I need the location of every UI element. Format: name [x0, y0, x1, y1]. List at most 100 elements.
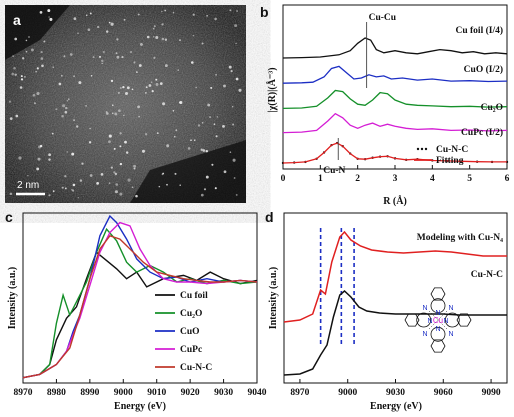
series-line [22, 227, 258, 379]
dashed-markers-d [319, 228, 355, 345]
legend-label: Cu-N-C [436, 145, 468, 155]
atom-dot [238, 88, 242, 92]
atom-dot [164, 38, 168, 41]
atom-dot [40, 57, 44, 60]
atom-dot [114, 190, 118, 194]
molecule-n-label: N [427, 318, 432, 325]
atom-dot [207, 103, 211, 107]
atom-dot [102, 50, 105, 54]
x-tick-label: 9060 [434, 388, 453, 398]
atom-dot [195, 86, 197, 89]
atom-dot [117, 91, 120, 94]
panel-d: d 8970 9000 9030 9060 9090 Modeling with Cu-… [265, 209, 508, 412]
atom-dot [146, 35, 150, 39]
x-tick-label: 3 [393, 174, 398, 184]
atom-dot [153, 56, 156, 59]
ring [430, 339, 446, 353]
series-line [22, 221, 258, 379]
atom-dot [200, 148, 203, 151]
series-b [281, 37, 509, 165]
atom-dot [130, 51, 132, 53]
atom-dot [113, 147, 116, 150]
atom-dot [73, 75, 76, 78]
series-line [282, 37, 508, 59]
atom-dot [96, 182, 99, 185]
atom-dot [25, 39, 28, 42]
atom-dot [12, 55, 14, 57]
atom-dot [113, 171, 116, 174]
legend-marker-cu-n-c [420, 147, 424, 151]
atom-dot [87, 28, 91, 32]
series-line [282, 89, 508, 110]
atom-dot [191, 61, 194, 64]
pyrrole-ring [444, 312, 460, 328]
stem-dark-region [5, 5, 70, 60]
atom-dot [39, 11, 43, 14]
atom-dot [43, 40, 46, 43]
x-tick-label: 8990 [80, 388, 99, 398]
atom-dot [138, 115, 140, 118]
atom-dot [115, 52, 118, 55]
atom-dot [137, 105, 140, 109]
atom-dot [105, 30, 109, 33]
atom-dot [108, 21, 111, 24]
atom-dot [110, 79, 114, 83]
cu-n-bond [428, 310, 448, 330]
series-line [22, 251, 258, 379]
single-atom-dots [8, 9, 242, 199]
atom-dot [223, 170, 227, 174]
panel-c: c 8970 8980 8990 9000 9010 9020 9030 9040 Cu fo… [5, 209, 267, 412]
series-line [282, 65, 508, 84]
x-tick-label: 9030 [386, 388, 405, 398]
atom-dot [161, 10, 163, 13]
atom-dot [125, 151, 129, 154]
atom-dot [215, 135, 218, 138]
atom-dot [232, 158, 236, 162]
atom-dot [40, 50, 43, 54]
atom-dot [39, 144, 43, 148]
panel-label-c: c [5, 209, 13, 225]
atom-dot [99, 55, 101, 58]
annotation-label: Cu-Cu [369, 13, 397, 23]
atom-dot [9, 192, 13, 196]
series-line [283, 289, 507, 376]
series-label: Modeling with Cu-N₄ [417, 233, 503, 243]
atom-dot [153, 25, 156, 28]
series-line [282, 142, 507, 164]
atom-dot [108, 140, 111, 144]
atom-dot [36, 67, 39, 70]
atom-dot [27, 174, 29, 177]
atom-dot [48, 158, 51, 161]
atom-dot [151, 89, 154, 93]
atom-dot [110, 22, 114, 26]
atom-dot [122, 85, 125, 89]
molecule-cu-label: Cu [433, 316, 443, 325]
y-axis-label-d: Intensity (a.u.) [268, 267, 279, 330]
series-line [22, 214, 258, 379]
series-label: CuPc (I/2) [461, 127, 503, 138]
atom-dot [124, 140, 127, 144]
atom-dot [214, 187, 217, 190]
atom-dot [192, 34, 195, 37]
atom-dot [158, 185, 161, 188]
atom-dot [201, 42, 204, 45]
atom-dot [101, 62, 103, 65]
atom-dot [229, 151, 232, 153]
atom-dot [197, 124, 201, 127]
atom-dot [137, 13, 140, 16]
y-axis-label-b: |χ(R)|(Å⁻³) [266, 67, 278, 112]
atom-dot [123, 114, 125, 117]
atom-dot [114, 172, 118, 176]
series-line [282, 112, 508, 134]
atom-dot [172, 110, 175, 112]
x-tick-label: 9040 [248, 388, 267, 398]
atom-dot [108, 182, 111, 184]
atom-dot [22, 57, 25, 60]
x-tick-label: 0 [281, 174, 286, 184]
atom-dot [11, 72, 15, 76]
ring [404, 313, 420, 327]
legend-label: Cu-N-C [180, 363, 212, 373]
atom-dot [127, 178, 131, 182]
x-axis-label-d: Energy (eV) [370, 401, 422, 412]
atom-dot [145, 92, 147, 94]
